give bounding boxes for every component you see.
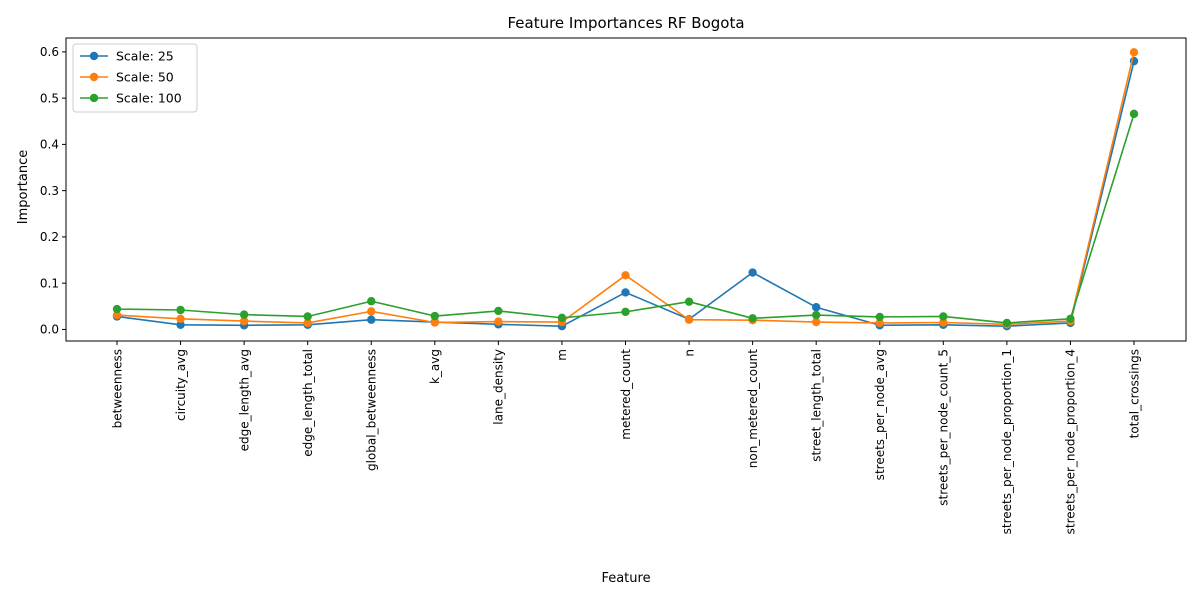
legend-label: Scale: 25 [116,48,174,63]
data-point [112,310,122,320]
x-tick-label: street_length_total [809,349,823,462]
legend-item: Scale: 25 [80,48,174,63]
data-point [1066,314,1075,323]
data-point [239,316,249,326]
legend: Scale: 25 Scale: 50 Scale: 100 [72,43,198,113]
legend-item: Scale: 50 [80,69,174,84]
legend-label: Scale: 50 [116,69,174,84]
data-point [811,303,821,312]
x-tick-label: non_metered_count [746,349,760,469]
data-point [939,312,948,321]
x-tick-label: n [682,349,696,357]
data-point [939,318,948,327]
data-point [367,315,376,324]
data-point [494,317,503,326]
data-point [1002,318,1012,328]
data-point [811,317,821,327]
data-point [367,297,376,306]
y-tick-label: 0.6 [40,45,59,59]
data-point [176,314,185,323]
x-tick-label: global_betweenness [365,349,379,471]
x-tick-label: edge_length_total [301,349,315,457]
legend-marker [89,72,99,82]
x-tick-label: k_avg [428,349,442,384]
legend-label: Scale: 100 [116,90,182,105]
data-point [303,318,312,328]
y-tick-label: 0.3 [40,184,59,198]
data-point [430,311,440,321]
y-axis-title: Importance [16,150,31,225]
x-tick-label: circuity_avg [174,349,188,421]
y-tick-label: 0.5 [40,91,59,105]
x-tick-label: streets_per_node_avg [873,349,887,480]
data-point [1129,109,1139,119]
x-tick-label: betweenness [110,349,124,428]
data-point [176,305,185,315]
legend-box [72,43,198,113]
x-tick-label: streets_per_node_proportion_4 [1064,349,1078,534]
data-point [239,310,249,319]
legend-item: Scale: 100 [80,90,182,105]
x-tick-label: m [555,349,569,361]
data-point [430,318,440,327]
x-tick-label: streets_per_node_count_5 [937,349,951,506]
x-tick-label: total_crossings [1127,349,1141,438]
data-point [621,271,630,280]
data-point [875,318,884,328]
x-tick-label: lane_density [492,349,506,425]
x-tick-label: metered_count [619,349,633,440]
y-tick-label: 0.1 [40,276,59,290]
legend-marker [89,51,99,61]
data-point [684,297,694,306]
legend-marker [89,93,99,103]
series-2 [112,109,1139,328]
y-tick-label: 0.0 [40,323,59,337]
data-point [748,268,757,277]
x-axis: betweenness circuity_avg edge_length_avg ed… [110,341,1141,534]
data-point [811,310,821,320]
data-point [112,304,122,314]
x-axis-title: Feature [601,571,650,586]
data-point [303,312,312,321]
y-tick-label: 0.4 [40,138,59,152]
y-axis: 0.0 0.1 0.2 0.3 0.4 0.5 0.6 [40,45,66,337]
data-point [875,312,884,322]
x-tick-label: streets_per_node_proportion_1 [1000,349,1014,534]
data-point [367,307,376,316]
data-point [557,313,567,323]
x-tick-label: edge_length_avg [237,349,251,451]
data-point [748,314,757,323]
data-point [176,320,185,330]
data-point [494,306,503,316]
data-point [621,307,630,317]
data-point [684,315,694,324]
data-point [621,288,630,297]
chart-title: Feature Importances RF Bogota [507,14,744,32]
plot-area: 0.0 0.1 0.2 0.3 0.4 0.5 0.6 betweenness circuity… [40,37,1187,534]
data-point [1129,48,1139,57]
y-tick-label: 0.2 [40,230,59,244]
